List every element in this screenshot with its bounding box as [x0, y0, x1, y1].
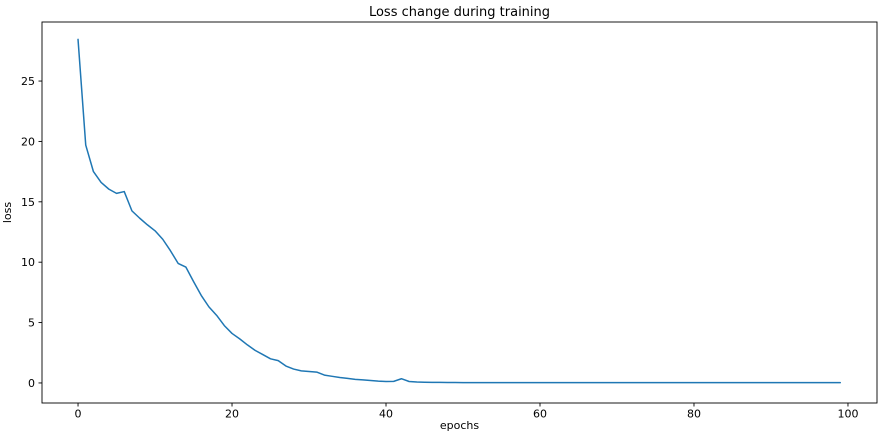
axes-spines: [41, 21, 878, 404]
y-tick-label: 20: [21, 135, 35, 148]
y-axis-label: loss: [1, 202, 14, 224]
x-tick-label: 100: [837, 408, 858, 421]
x-tick-label: 0: [75, 408, 82, 421]
x-tick-label: 60: [533, 408, 547, 421]
y-tick-label: 10: [21, 256, 35, 269]
x-axis-label: epochs: [440, 419, 479, 432]
x-tick-label: 80: [687, 408, 701, 421]
x-tick-label: 40: [379, 408, 393, 421]
plot-area: 0 20 40 60 80 100 0 5 10 15 20 25: [21, 21, 878, 421]
y-tick-label: 25: [21, 75, 35, 88]
y-tick-label: 0: [28, 377, 35, 390]
loss-curve: [77, 38, 842, 384]
x-tick-label: 20: [225, 408, 239, 421]
chart-title: Loss change during training: [369, 5, 550, 20]
y-tick-label: 5: [28, 317, 35, 330]
y-tick-label: 15: [21, 196, 35, 209]
